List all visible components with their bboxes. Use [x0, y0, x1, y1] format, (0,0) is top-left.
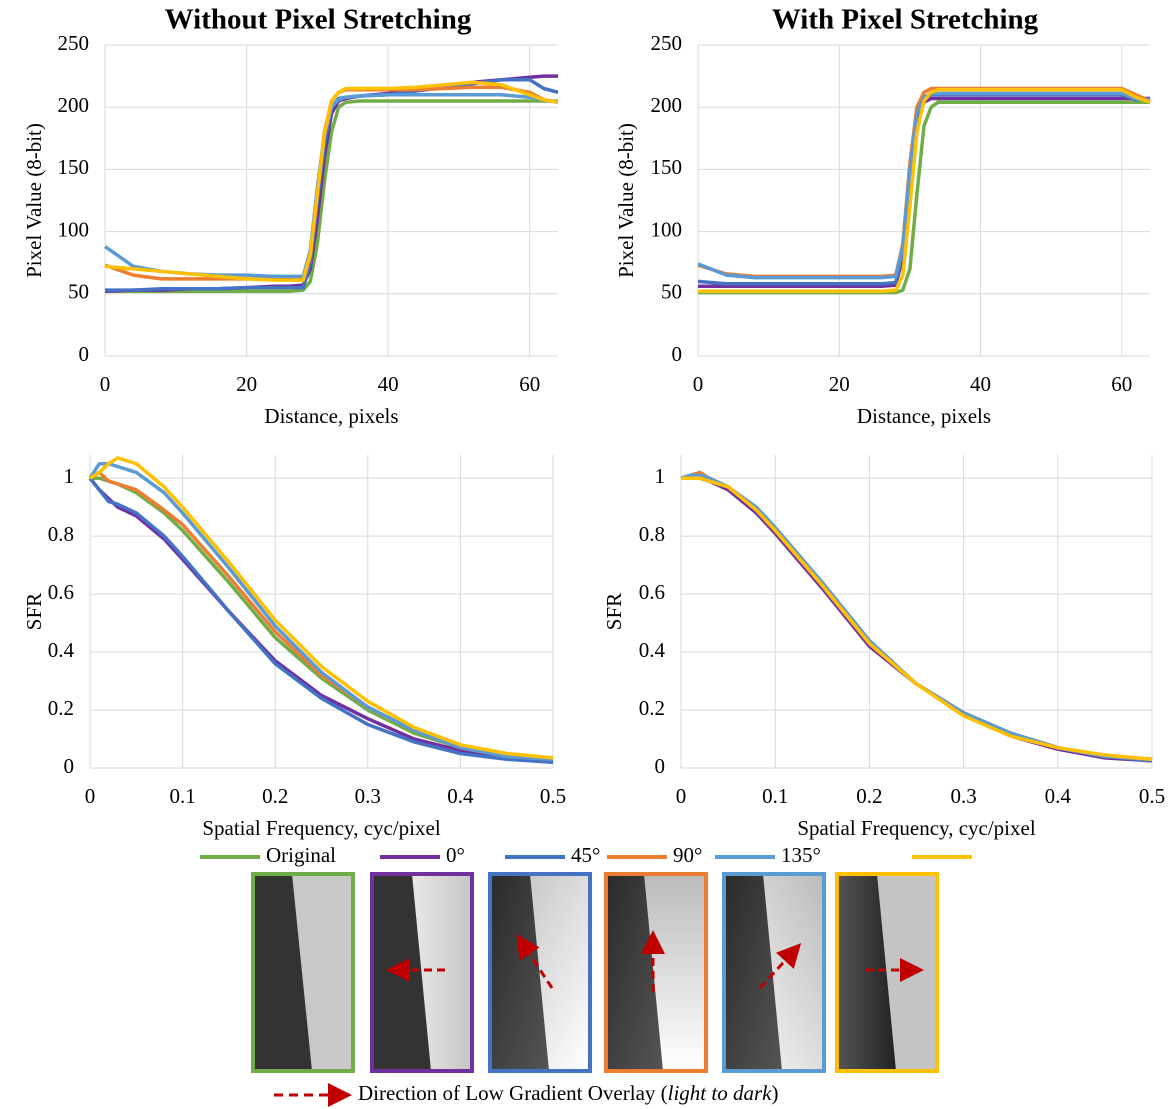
x-tick-label: 20 — [236, 372, 257, 396]
x-tick-label: 0.3 — [355, 784, 381, 808]
y-tick-label: 100 — [58, 217, 90, 241]
x-axis-label: Spatial Frequency, cyc/pixel — [797, 816, 1035, 840]
y-tick-label: 0.8 — [48, 522, 74, 546]
series-line — [88, 477, 554, 764]
series-line — [105, 99, 558, 294]
thumbnail — [604, 872, 708, 1073]
x-tick-label: 0.2 — [262, 784, 288, 808]
x-tick-label: 40 — [970, 372, 991, 396]
series-line — [90, 476, 554, 762]
y-tick-label: 200 — [651, 93, 683, 117]
y-tick-label: 1 — [64, 464, 75, 488]
series-line — [697, 91, 1151, 280]
y-tick-label: 0 — [79, 342, 90, 366]
y-tick-label: 0 — [672, 342, 683, 366]
y-tick-label: 50 — [661, 280, 682, 304]
series-line — [698, 100, 1150, 295]
y-tick-label: 0.4 — [48, 638, 75, 662]
chart-title: With Pixel Stretching — [772, 4, 1039, 36]
y-tick-label: 50 — [68, 280, 89, 304]
x-tick-label: 0.4 — [447, 784, 474, 808]
series-line — [680, 470, 1153, 762]
series-line — [680, 473, 1153, 762]
x-tick-label: 0 — [676, 784, 687, 808]
y-tick-label: 0.4 — [639, 638, 666, 662]
x-tick-label: 0 — [693, 372, 704, 396]
y-tick-label: 1 — [655, 464, 666, 488]
y-tick-label: 150 — [58, 155, 90, 179]
y-tick-label: 0.2 — [639, 696, 665, 720]
series-line — [681, 476, 1153, 763]
x-tick-label: 0 — [85, 784, 96, 808]
thumbnail — [722, 872, 826, 1073]
y-axis-label: SFR — [22, 593, 46, 630]
y-tick-label: 250 — [651, 31, 683, 55]
series-line — [680, 473, 1153, 763]
y-axis-label: Pixel Value (8-bit) — [614, 123, 638, 278]
y-tick-label: 150 — [651, 155, 683, 179]
legend-label: 0° — [446, 843, 465, 867]
legend-label: 135° — [781, 843, 821, 867]
x-tick-label: 0.3 — [950, 784, 976, 808]
y-tick-label: 250 — [58, 31, 90, 55]
x-tick-label: 0.5 — [1139, 784, 1165, 808]
x-tick-label: 40 — [378, 372, 399, 396]
x-tick-label: 20 — [829, 372, 850, 396]
y-axis-label: Pixel Value (8-bit) — [22, 123, 46, 278]
legend-label: 90° — [673, 843, 702, 867]
legend-label: 45° — [571, 843, 600, 867]
caption: Direction of Low Gradient Overlay (light… — [358, 1081, 778, 1105]
series-line — [697, 86, 1151, 279]
x-tick-label: 0.2 — [856, 784, 882, 808]
series-line — [104, 80, 559, 282]
thumbnail — [251, 872, 355, 1073]
thumbnail — [835, 872, 939, 1073]
x-tick-label: 0.5 — [540, 784, 566, 808]
thumbnail — [488, 872, 592, 1073]
caption-end: ) — [771, 1081, 778, 1105]
y-tick-label: 0.8 — [639, 522, 665, 546]
y-tick-label: 0 — [655, 754, 666, 778]
thumbnails — [251, 872, 939, 1073]
y-tick-label: 200 — [58, 93, 90, 117]
series-line — [88, 461, 554, 762]
x-tick-label: 0.1 — [169, 784, 195, 808]
y-tick-label: 0.6 — [48, 580, 74, 604]
y-tick-label: 0.6 — [639, 580, 665, 604]
y-axis-label: SFR — [602, 593, 626, 630]
x-tick-label: 0 — [100, 372, 111, 396]
series-line — [681, 476, 1153, 763]
caption-text: Direction of Low Gradient Overlay ( — [358, 1081, 668, 1105]
caption-italic: light to dark — [668, 1081, 773, 1105]
x-tick-label: 0.4 — [1045, 784, 1072, 808]
series-line — [89, 470, 554, 762]
y-tick-label: 100 — [651, 217, 683, 241]
series-line — [698, 88, 1151, 294]
legend-label: Original — [266, 843, 336, 867]
x-tick-label: 0.1 — [762, 784, 788, 808]
x-axis-label: Spatial Frequency, cyc/pixel — [202, 816, 440, 840]
y-tick-label: 0 — [64, 754, 75, 778]
series-line — [681, 476, 1153, 762]
y-tick-label: 0.2 — [48, 696, 74, 720]
x-axis-label: Distance, pixels — [857, 404, 991, 428]
thumbnail — [370, 872, 474, 1073]
x-tick-label: 60 — [1111, 372, 1132, 396]
x-tick-label: 60 — [519, 372, 540, 396]
chart-title: Without Pixel Stretching — [165, 4, 472, 36]
x-axis-label: Distance, pixels — [264, 404, 398, 428]
series-line — [88, 477, 554, 764]
series-line — [89, 456, 554, 760]
